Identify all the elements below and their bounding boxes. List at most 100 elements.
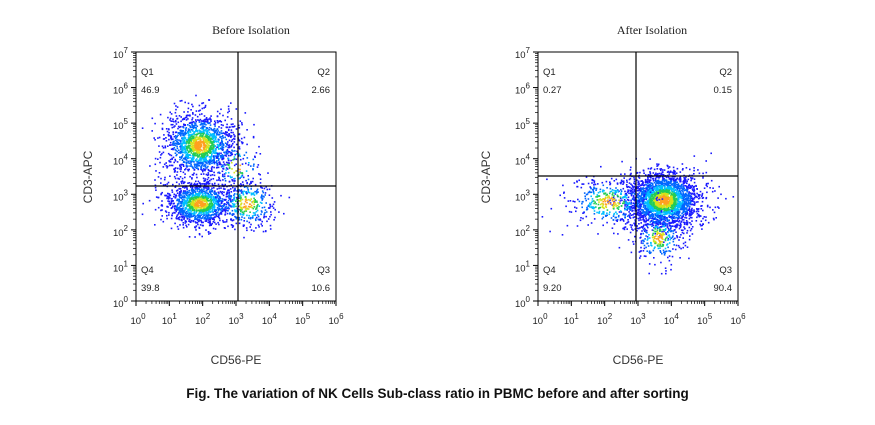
data-point-2 — [239, 190, 242, 192]
data-point-1 — [216, 207, 219, 209]
data-point-1 — [176, 205, 179, 207]
data-point-0 — [204, 125, 206, 128]
data-point-1 — [202, 186, 205, 189]
data-point-2 — [238, 195, 241, 197]
data-point-0 — [177, 177, 179, 180]
data-point-2 — [233, 182, 235, 185]
data-point-0 — [616, 220, 618, 222]
data-point-3 — [219, 142, 222, 144]
data-point-0 — [185, 153, 188, 156]
data-point-0 — [644, 174, 647, 176]
data-point-0 — [666, 184, 669, 187]
data-point-0 — [218, 152, 220, 154]
data-point-1 — [186, 216, 188, 219]
data-point-0 — [214, 125, 216, 127]
data-point-0 — [693, 209, 695, 211]
data-point-0 — [630, 183, 632, 185]
data-point-2 — [265, 202, 267, 204]
data-point-1 — [170, 217, 173, 220]
data-point-1 — [183, 200, 185, 203]
data-point-1 — [232, 199, 234, 201]
data-point-2 — [261, 199, 263, 201]
data-point-0 — [629, 190, 632, 193]
data-point-0 — [678, 208, 680, 211]
data-point-1 — [182, 213, 185, 215]
data-point-0 — [698, 213, 700, 216]
data-point-2 — [264, 194, 266, 196]
data-point-0 — [667, 167, 670, 169]
data-point-0 — [684, 216, 686, 219]
data-point-0 — [205, 148, 208, 151]
data-point-0 — [200, 133, 202, 135]
data-point-0 — [228, 110, 230, 112]
data-point-0 — [222, 157, 224, 160]
data-point-2 — [240, 210, 242, 213]
data-point-0 — [230, 159, 232, 162]
data-point-2 — [243, 210, 246, 213]
data-point-0 — [204, 146, 206, 148]
data-point-0 — [647, 218, 650, 221]
data-point-1 — [217, 208, 219, 211]
data-point-0 — [223, 173, 226, 175]
data-point-0 — [252, 136, 255, 139]
data-point-0 — [698, 195, 700, 197]
data-point-1 — [189, 216, 191, 218]
data-point-0 — [218, 133, 221, 136]
data-point-1 — [198, 186, 201, 188]
data-point-0 — [194, 122, 197, 125]
data-point-0 — [663, 201, 665, 204]
data-point-0 — [219, 120, 222, 122]
data-point-0 — [666, 164, 669, 167]
data-point-2 — [272, 203, 275, 206]
data-point-0 — [694, 196, 696, 199]
data-point-0 — [197, 168, 200, 171]
data-point-0 — [658, 172, 661, 175]
data-point-0 — [216, 110, 219, 113]
data-point-2 — [263, 187, 266, 190]
data-point-0 — [676, 194, 678, 197]
data-point-0 — [683, 184, 685, 187]
data-point-1 — [181, 207, 184, 210]
data-point-2 — [233, 203, 236, 205]
data-point-2 — [230, 201, 232, 203]
data-point-0 — [196, 133, 199, 135]
data-point-1 — [184, 190, 187, 192]
data-point-2 — [267, 218, 270, 220]
data-point-0 — [693, 194, 696, 196]
data-point-0 — [615, 178, 618, 181]
data-point-1 — [182, 211, 184, 214]
data-point-3 — [227, 144, 230, 147]
data-point-0 — [642, 200, 645, 203]
data-point-1 — [180, 194, 182, 197]
data-point-0 — [644, 202, 646, 205]
data-point-3 — [220, 152, 222, 155]
data-point-0 — [213, 152, 215, 154]
data-point-1 — [199, 201, 201, 203]
data-point-0 — [184, 128, 187, 130]
data-point-1 — [197, 196, 199, 199]
density-points-before — [141, 94, 291, 239]
data-point-2 — [269, 215, 271, 218]
data-point-0 — [170, 148, 173, 150]
data-point-0 — [191, 150, 194, 152]
data-point-1 — [171, 191, 174, 193]
data-point-0 — [172, 148, 174, 151]
data-point-0 — [216, 143, 219, 146]
data-point-1 — [171, 197, 173, 200]
data-point-1 — [184, 196, 186, 199]
data-point-0 — [627, 185, 630, 188]
data-point-1 — [181, 215, 183, 217]
data-point-1 — [191, 207, 193, 209]
data-point-0 — [201, 134, 204, 137]
data-point-0 — [221, 170, 224, 173]
data-point-1 — [183, 182, 185, 185]
data-point-2 — [248, 198, 250, 201]
data-point-0 — [168, 128, 170, 131]
data-point-1 — [191, 191, 193, 193]
plot-frame-before — [135, 51, 337, 302]
data-point-0 — [207, 120, 209, 122]
data-point-0 — [201, 164, 204, 166]
data-point-0 — [228, 162, 231, 164]
data-point-3 — [231, 176, 233, 178]
data-point-0 — [229, 154, 232, 157]
